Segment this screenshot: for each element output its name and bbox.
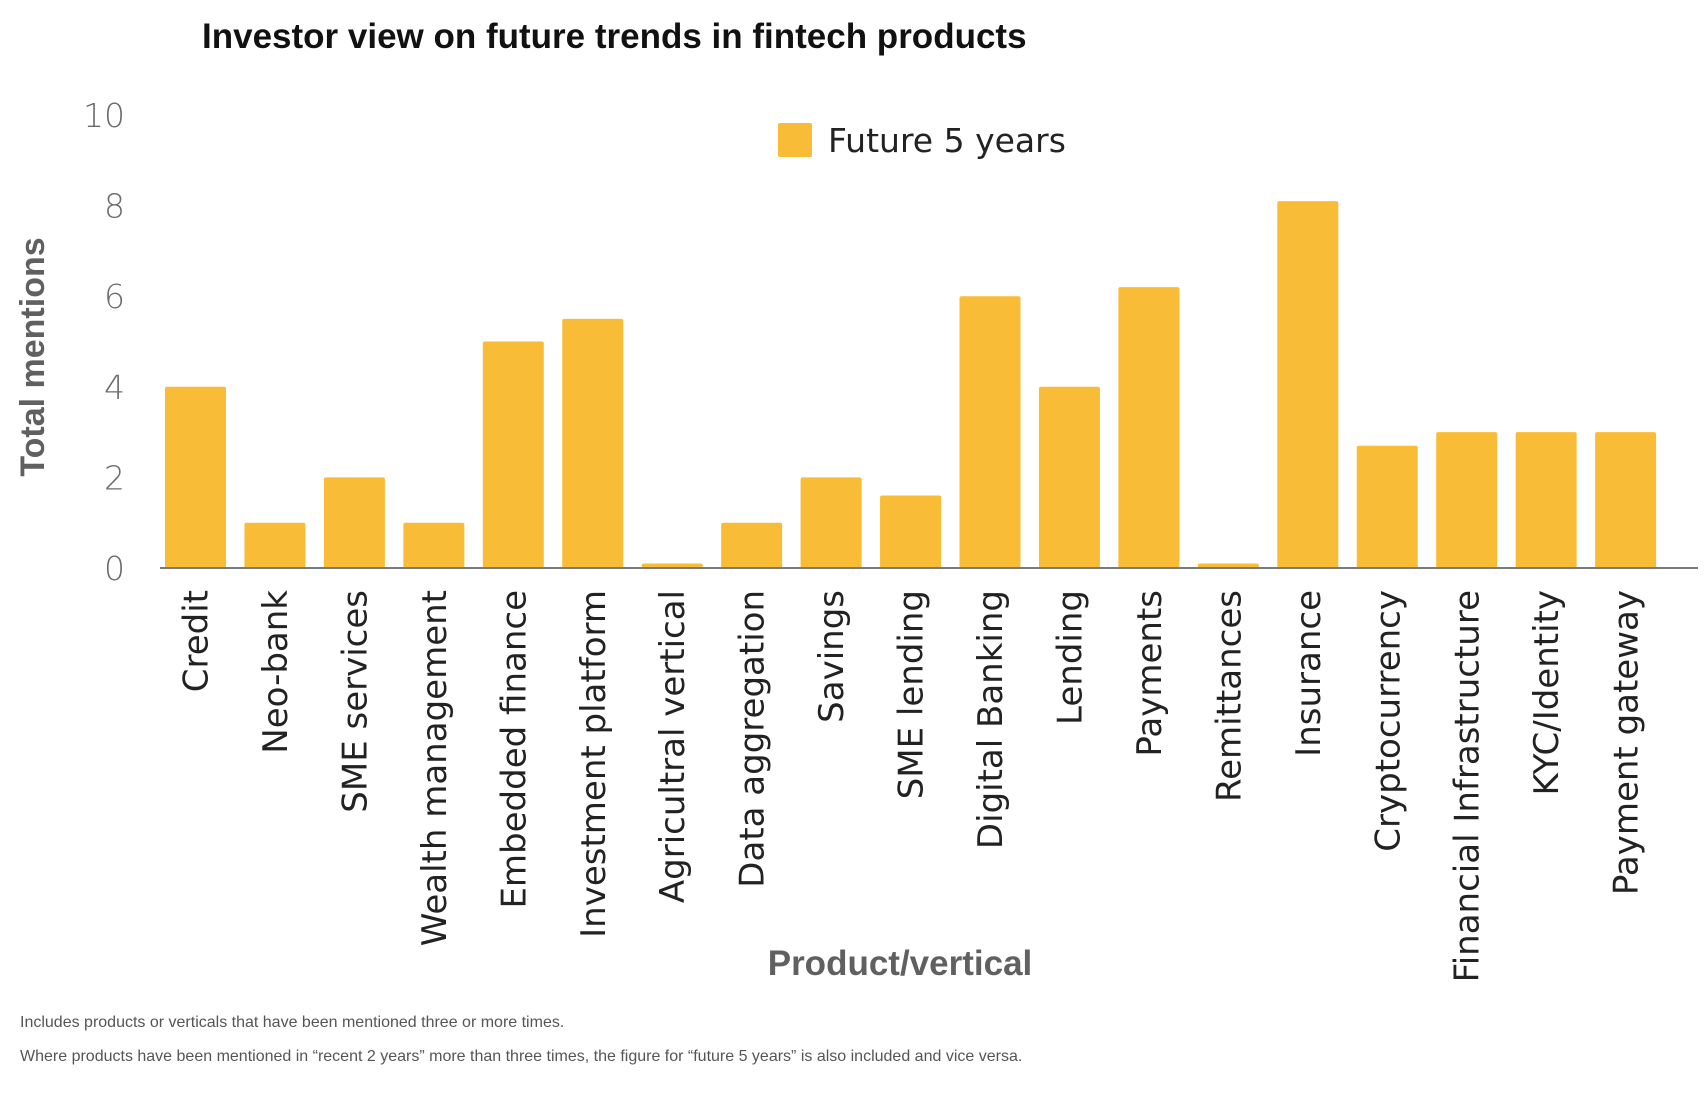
chart-title: Investor view on future trends in fintec… bbox=[202, 17, 1027, 56]
y-axis-label: Total mentions bbox=[14, 237, 52, 476]
x-tick-label: Digital Banking bbox=[971, 590, 1011, 849]
legend-swatch bbox=[778, 123, 812, 157]
bar bbox=[800, 477, 862, 568]
bar bbox=[1197, 563, 1259, 568]
x-tick-label: Agricultral vertical bbox=[653, 590, 693, 903]
y-tick-label: 10 bbox=[83, 96, 125, 135]
x-tick-label: Neo-bank bbox=[256, 590, 296, 754]
x-tick-label: Cryptocurrency bbox=[1368, 590, 1408, 852]
bar bbox=[1515, 432, 1577, 568]
bar bbox=[880, 495, 942, 568]
x-tick-label: Credit bbox=[177, 590, 217, 692]
bar bbox=[482, 341, 544, 568]
footnote-2: Where products have been mentioned in “r… bbox=[20, 1048, 1023, 1065]
y-tick-label: 8 bbox=[104, 187, 125, 226]
y-tick-label: 4 bbox=[104, 368, 125, 407]
bar bbox=[403, 522, 465, 568]
bar bbox=[165, 386, 226, 568]
x-tick-label: Lending bbox=[1050, 590, 1090, 725]
bars bbox=[165, 201, 1657, 568]
y-tick-label: 0 bbox=[104, 549, 125, 588]
legend-label: Future 5 years bbox=[828, 121, 1066, 160]
bar bbox=[562, 318, 624, 568]
footnote-1: Includes products or verticals that have… bbox=[20, 1014, 565, 1031]
x-tick-label: Investment platform bbox=[574, 590, 614, 938]
x-tick-label: Data aggregation bbox=[733, 590, 773, 888]
bar bbox=[1436, 432, 1498, 568]
bar bbox=[244, 522, 306, 568]
bar bbox=[1277, 201, 1339, 568]
x-tick-label: Embedded finance bbox=[494, 590, 534, 909]
bar bbox=[323, 477, 385, 568]
x-tick-label: Remittances bbox=[1209, 590, 1249, 802]
x-axis-tick-labels: Credit Neo-bank SME services Wealth managem… bbox=[177, 590, 1647, 983]
bar bbox=[1038, 386, 1100, 568]
y-axis-ticks: 0 2 4 6 8 10 bbox=[83, 96, 125, 588]
x-tick-label: SME services bbox=[335, 590, 375, 813]
bar bbox=[641, 563, 703, 568]
x-tick-label: Savings bbox=[812, 590, 852, 723]
bar bbox=[1118, 287, 1180, 568]
x-tick-label: KYC/Identity bbox=[1527, 590, 1567, 796]
y-tick-label: 2 bbox=[104, 458, 125, 497]
x-tick-label: SME lending bbox=[892, 590, 932, 799]
bar bbox=[1595, 432, 1657, 568]
bar bbox=[959, 296, 1021, 568]
x-tick-label: Insurance bbox=[1289, 590, 1329, 757]
bar bbox=[721, 522, 783, 568]
x-tick-label: Financial Infrastructure bbox=[1448, 590, 1488, 982]
x-axis-label: Product/vertical bbox=[768, 944, 1033, 983]
x-tick-label: Wealth management bbox=[415, 590, 455, 946]
legend: Future 5 years bbox=[778, 121, 1066, 160]
x-tick-label: Payment gateway bbox=[1607, 590, 1647, 895]
x-tick-label: Payments bbox=[1130, 590, 1170, 757]
bar bbox=[1356, 445, 1418, 568]
y-tick-label: 6 bbox=[104, 277, 125, 316]
